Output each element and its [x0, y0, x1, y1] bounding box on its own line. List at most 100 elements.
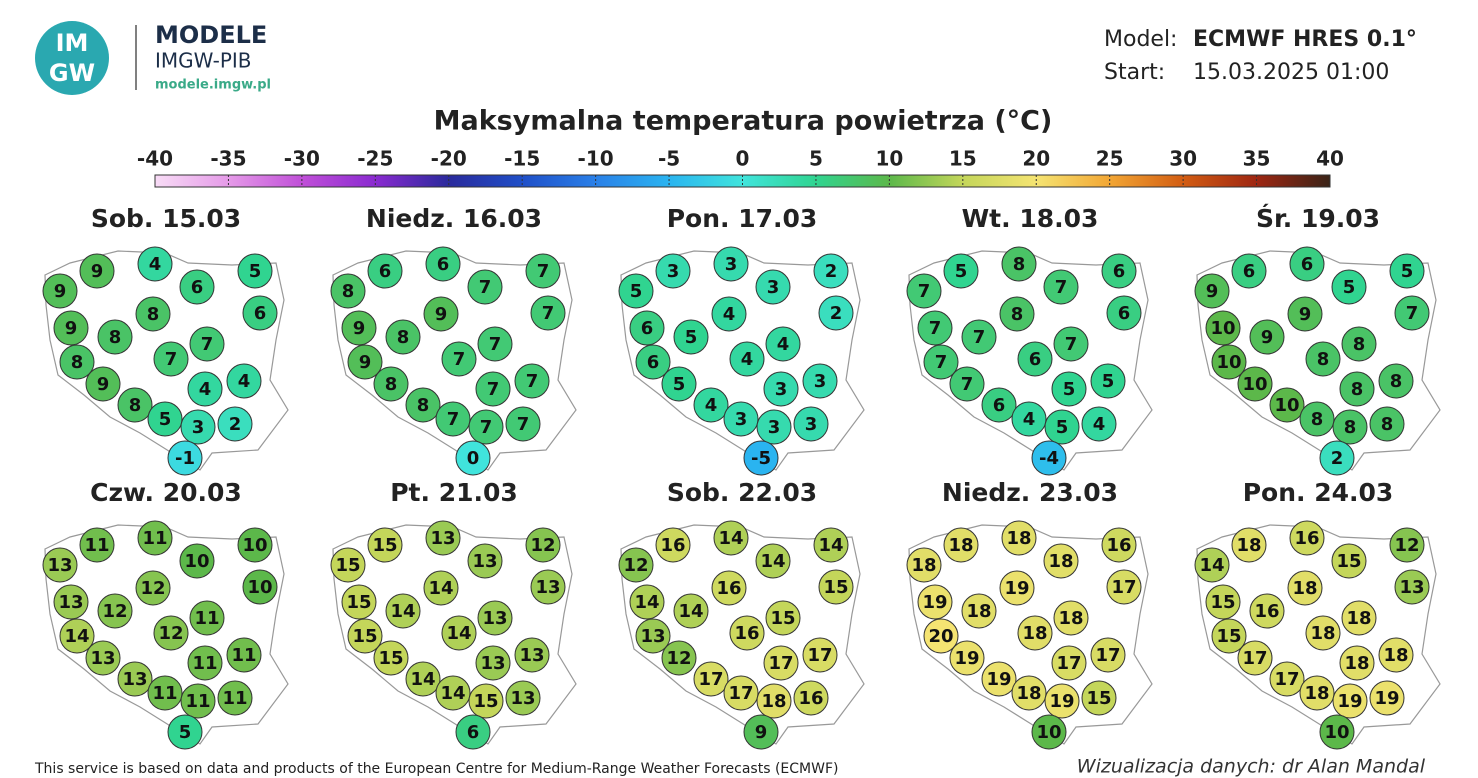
colorbar-label: 25 [1096, 147, 1124, 171]
station-marker [923, 344, 959, 380]
station-marker [475, 645, 511, 681]
station-value: 19 [1374, 688, 1399, 709]
station-value: 18 [1310, 623, 1335, 644]
station-marker [755, 543, 791, 579]
station-marker [981, 387, 1017, 423]
station-value: 9 [97, 374, 110, 395]
station-marker [153, 615, 189, 651]
station-value: 15 [473, 691, 498, 712]
station-value: 7 [480, 417, 493, 438]
map-date: Niedz. 16.03 [366, 204, 542, 233]
station-marker [477, 326, 513, 362]
station-value: 17 [728, 683, 753, 704]
station-value: 7 [935, 352, 948, 373]
station-marker [1081, 680, 1117, 716]
station-value: 13 [472, 551, 497, 572]
station-marker [723, 675, 759, 711]
station-value: 14 [440, 683, 465, 704]
station-marker [347, 618, 383, 654]
station-marker [1053, 326, 1089, 362]
station-marker [42, 547, 78, 583]
colorbar-label: 0 [736, 147, 750, 171]
station-marker [405, 387, 441, 423]
station-value: 11 [192, 653, 217, 674]
station-value: 5 [1401, 261, 1414, 282]
station-value: 10 [1036, 722, 1061, 743]
station-marker [1053, 600, 1089, 636]
station-marker [961, 593, 997, 629]
station-marker [137, 246, 173, 282]
station-marker [917, 584, 953, 620]
station-value: 3 [735, 409, 748, 430]
model-label: Model: [1104, 27, 1177, 52]
station-marker [514, 363, 550, 399]
station-value: 14 [718, 528, 743, 549]
station-value: 4 [723, 304, 736, 325]
station-value: 14 [1199, 555, 1224, 576]
map-date: Sob. 15.03 [91, 204, 241, 233]
station-value: 17 [1095, 645, 1120, 666]
station-marker [793, 680, 829, 716]
station-value: 6 [647, 352, 660, 373]
station-marker [1081, 406, 1117, 442]
station-marker [655, 527, 691, 563]
station-marker [468, 683, 504, 719]
station-value: 5 [673, 374, 686, 395]
station-value: 4 [705, 395, 718, 416]
station-value: 12 [666, 648, 691, 669]
map-date: Sob. 22.03 [667, 478, 817, 507]
station-value: 13 [482, 608, 507, 629]
station-value: 15 [346, 592, 371, 613]
station-value: 6 [254, 303, 267, 324]
station-marker [1017, 341, 1053, 377]
station-value: 5 [1056, 417, 1069, 438]
station-value: 4 [1093, 414, 1106, 435]
colorbar-label: -10 [578, 147, 614, 171]
station-marker [455, 714, 491, 750]
station-marker [59, 618, 95, 654]
station-marker [425, 520, 461, 556]
station-marker [713, 246, 749, 282]
station-marker [237, 253, 273, 289]
station-marker [1389, 527, 1425, 563]
station-marker [1001, 246, 1037, 282]
station-marker [475, 371, 511, 407]
station-value: 12 [102, 601, 127, 622]
station-marker [85, 366, 121, 402]
station-value: 6 [1113, 261, 1126, 282]
station-marker [179, 543, 215, 579]
station-marker [1332, 409, 1368, 445]
station-value: 5 [1102, 371, 1115, 392]
station-marker [187, 645, 223, 681]
station-value: 12 [1394, 535, 1419, 556]
station-marker [1101, 253, 1137, 289]
station-marker [729, 615, 765, 651]
station-marker [1369, 680, 1405, 716]
station-value: 18 [1304, 683, 1329, 704]
station-value: 12 [623, 555, 648, 576]
station-marker [756, 409, 792, 445]
station-marker [79, 527, 115, 563]
station-value: 8 [417, 395, 430, 416]
station-value: 14 [390, 601, 415, 622]
station-marker [1031, 714, 1067, 750]
station-value: 13 [1399, 577, 1424, 598]
colorbar-label: -25 [357, 147, 393, 171]
station-value: 15 [372, 535, 397, 556]
station-value: 7 [542, 303, 555, 324]
station-marker [1001, 520, 1037, 556]
colorbar-label: -20 [431, 147, 467, 171]
colorbar-label: -40 [137, 147, 173, 171]
station-value: 17 [768, 653, 793, 674]
station-value: 3 [767, 277, 780, 298]
station-value: 7 [526, 371, 539, 392]
station-marker [906, 273, 942, 309]
station-marker [467, 269, 503, 305]
station-value: 13 [47, 555, 72, 576]
station-marker [514, 637, 550, 673]
station-marker [1031, 440, 1067, 476]
station-value: 19 [1337, 691, 1362, 712]
station-marker [441, 615, 477, 651]
station-marker [943, 527, 979, 563]
station-marker [347, 344, 383, 380]
